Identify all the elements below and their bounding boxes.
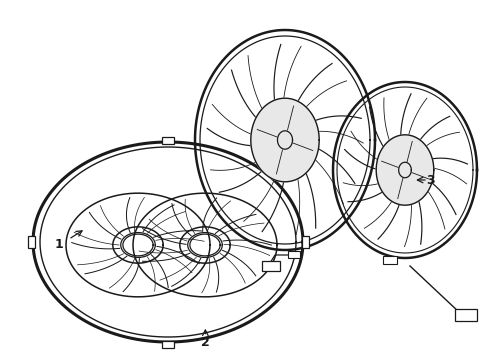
Text: 2: 2: [201, 336, 209, 348]
FancyBboxPatch shape: [301, 236, 308, 248]
FancyBboxPatch shape: [162, 136, 174, 144]
Text: 3: 3: [425, 174, 434, 186]
Polygon shape: [375, 135, 433, 205]
Bar: [287, 251, 299, 258]
Bar: [262, 261, 280, 271]
Bar: [382, 256, 396, 264]
FancyBboxPatch shape: [454, 309, 476, 321]
FancyBboxPatch shape: [27, 236, 35, 248]
FancyBboxPatch shape: [162, 341, 174, 347]
Text: 1: 1: [54, 238, 63, 251]
Polygon shape: [250, 98, 319, 182]
